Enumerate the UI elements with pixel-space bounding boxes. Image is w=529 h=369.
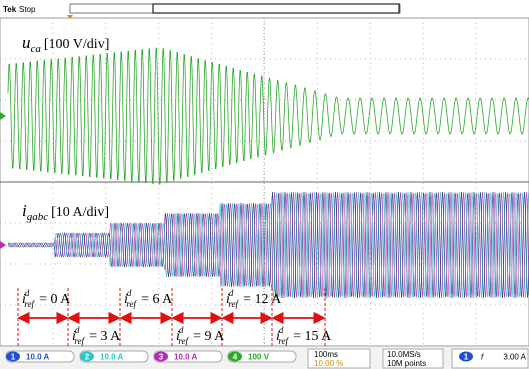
channel-id: 1 [11,353,16,362]
status: Stop [19,5,36,14]
channel-id: 2 [85,353,90,362]
sample-rate: 10.0MS/s [387,350,421,359]
record-length: 10M points [387,359,426,368]
channel-scale: 10.0 A [174,353,197,362]
channel-id: 4 [233,353,238,362]
timebase: 100ms [314,350,338,359]
scope-screen: Tek Stop uca[100 V/div] igabc[10 A/div] … [0,0,529,369]
trigger-source: 1 [464,353,469,362]
channel-id: 3 [159,353,164,362]
channel-scale: 10.0 A [26,353,49,362]
channel-scale: 100 V [248,353,270,362]
trigger-position: 10.00 % [314,359,343,368]
trigger-level: 3.00 A [503,353,526,362]
channel-scale: 10.0 A [100,353,123,362]
brand: Tek [3,5,17,14]
top-bar [0,0,529,18]
